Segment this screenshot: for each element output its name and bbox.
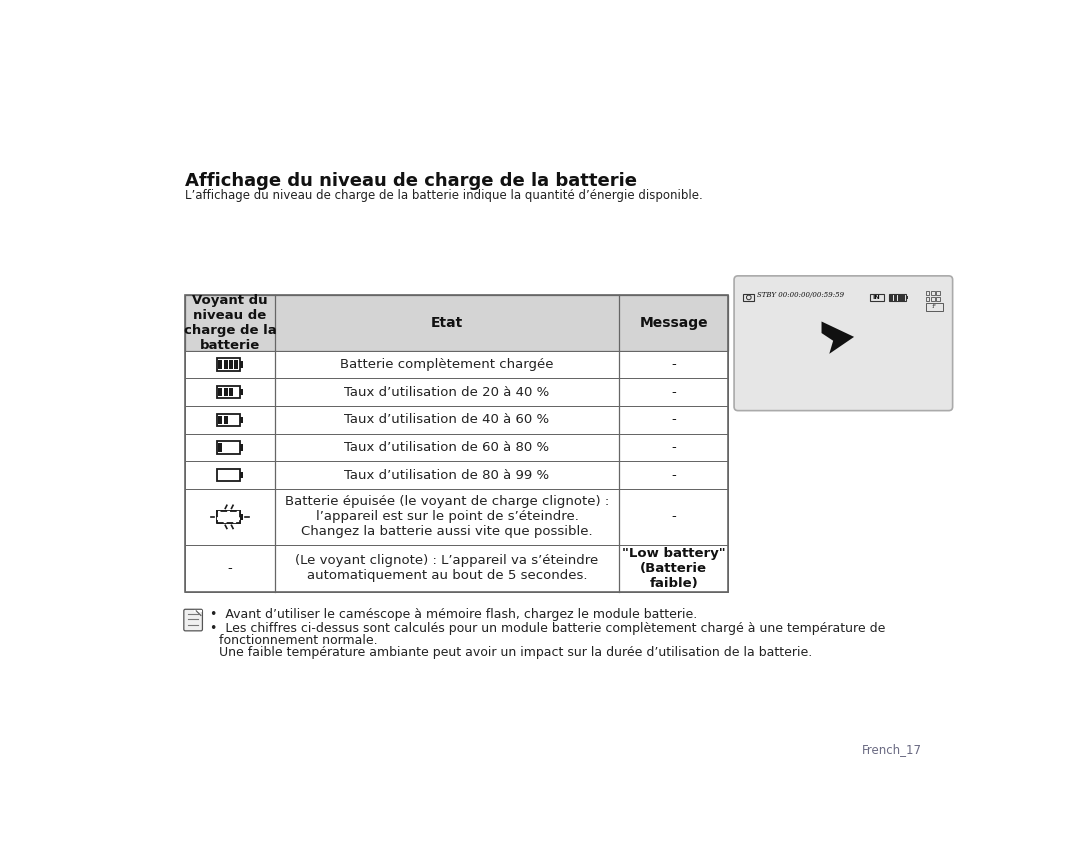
Text: -: -	[672, 441, 676, 454]
Text: -: -	[672, 469, 676, 482]
Text: Taux d’utilisation de 20 à 40 %: Taux d’utilisation de 20 à 40 %	[345, 385, 550, 398]
Bar	[743, 293, 754, 301]
Text: -: -	[672, 358, 676, 371]
Bar	[869, 293, 883, 301]
Bar	[240, 444, 243, 450]
Bar	[906, 296, 907, 299]
Bar	[217, 414, 240, 426]
Text: STBY 00:00:00/00:59:59: STBY 00:00:00/00:59:59	[757, 291, 845, 299]
Text: Affichage du niveau de charge de la batterie: Affichage du niveau de charge de la batt…	[186, 172, 637, 190]
Bar	[240, 514, 243, 520]
Bar	[186, 406, 728, 434]
Text: fonctionnement normale.: fonctionnement normale.	[218, 634, 377, 647]
Text: :F: :F	[932, 304, 936, 309]
Bar	[224, 416, 228, 424]
Bar	[890, 294, 893, 300]
Bar	[234, 360, 239, 369]
Bar	[186, 295, 728, 592]
Text: -: -	[228, 562, 232, 575]
Bar	[218, 416, 222, 424]
Bar	[217, 442, 240, 454]
Text: Taux d’utilisation de 80 à 99 %: Taux d’utilisation de 80 à 99 %	[345, 469, 550, 482]
Bar	[240, 417, 243, 423]
Bar	[186, 378, 728, 406]
Bar	[186, 434, 728, 462]
Text: -: -	[672, 385, 676, 398]
Bar	[224, 360, 228, 369]
Bar	[936, 297, 941, 300]
Bar	[186, 544, 728, 592]
Text: IN: IN	[873, 295, 880, 300]
Text: "Low battery"
(Batterie
faible): "Low battery" (Batterie faible)	[622, 547, 726, 590]
Bar	[229, 360, 233, 369]
Bar	[218, 360, 222, 369]
Bar	[217, 469, 240, 482]
Text: L’affichage du niveau de charge de la batterie indique la quantité d’énergie dis: L’affichage du niveau de charge de la ba…	[186, 189, 703, 202]
Bar	[894, 294, 896, 300]
Text: •  Les chiffres ci-dessus sont calculés pour un module batterie complètement cha: • Les chiffres ci-dessus sont calculés p…	[211, 621, 886, 635]
Bar	[229, 388, 233, 397]
Text: Etat: Etat	[431, 316, 463, 330]
Polygon shape	[822, 321, 854, 354]
Bar	[217, 510, 240, 523]
Bar	[926, 297, 930, 300]
Text: French_17: French_17	[862, 743, 921, 755]
Bar	[224, 388, 228, 397]
Text: Taux d’utilisation de 60 à 80 %: Taux d’utilisation de 60 à 80 %	[345, 441, 550, 454]
Bar	[186, 295, 728, 351]
Bar	[926, 292, 930, 295]
Bar	[186, 351, 728, 378]
Bar	[889, 293, 906, 301]
Bar	[240, 389, 243, 395]
Bar	[218, 388, 222, 397]
Text: Batterie épuisée (le voyant de charge clignote) :
l’appareil est sur le point de: Batterie épuisée (le voyant de charge cl…	[285, 496, 609, 538]
Text: Une faible température ambiante peut avoir un impact sur la durée d’utilisation : Une faible température ambiante peut avo…	[218, 647, 812, 659]
FancyBboxPatch shape	[184, 609, 202, 631]
Text: Voyant du
niveau de
charge de la
batterie: Voyant du niveau de charge de la batteri…	[184, 294, 276, 352]
Text: -: -	[672, 510, 676, 523]
Bar	[217, 510, 240, 523]
Bar	[936, 292, 941, 295]
Text: Message: Message	[639, 316, 707, 330]
Bar	[240, 361, 243, 367]
Bar	[240, 472, 243, 478]
Bar	[218, 444, 222, 452]
Text: Batterie complètement chargée: Batterie complètement chargée	[340, 358, 554, 371]
Text: (Le voyant clignote) : L’appareil va s’éteindre
automatiquement au bout de 5 sec: (Le voyant clignote) : L’appareil va s’é…	[295, 555, 598, 582]
Text: •  Avant d’utiliser le caméscope à mémoire flash, chargez le module batterie.: • Avant d’utiliser le caméscope à mémoir…	[211, 608, 698, 621]
Bar	[186, 462, 728, 490]
Bar	[902, 294, 905, 300]
Bar	[217, 358, 240, 371]
Bar	[931, 292, 935, 295]
FancyBboxPatch shape	[734, 276, 953, 411]
Text: -: -	[672, 413, 676, 426]
Bar	[931, 297, 935, 300]
Bar	[186, 490, 728, 544]
Text: Taux d’utilisation de 40 à 60 %: Taux d’utilisation de 40 à 60 %	[345, 413, 550, 426]
Bar	[897, 294, 901, 300]
Bar	[926, 303, 943, 311]
Bar	[217, 386, 240, 398]
